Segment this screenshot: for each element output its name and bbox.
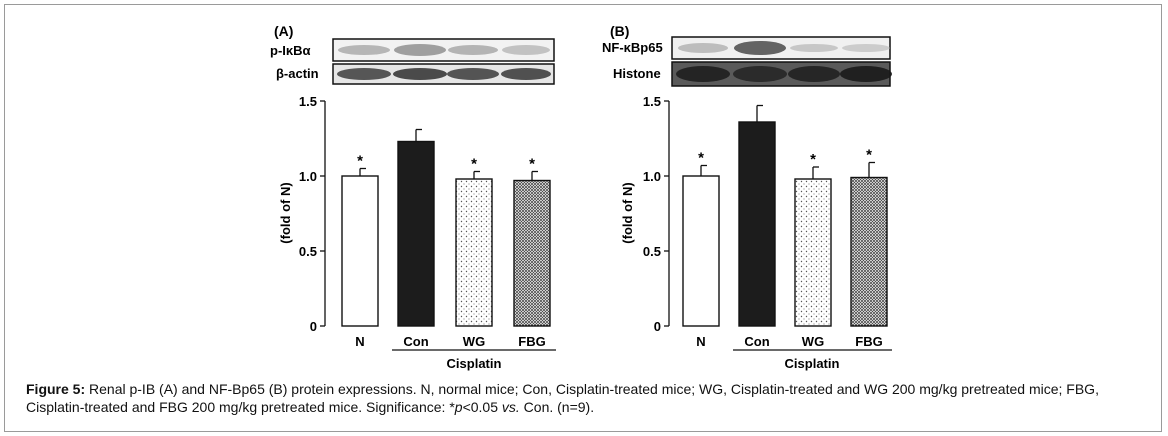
panel-a-blot-label-1: p-IκBα: [270, 43, 311, 58]
panel-a-blot-2: [332, 63, 555, 85]
panel-b-category-label: WG: [802, 334, 824, 349]
panel-a-category-label: WG: [463, 334, 485, 349]
panel-b-group-label: Cisplatin: [785, 356, 840, 371]
panel-b-blot-label-2: Histone: [613, 66, 661, 81]
panel-b-y-tick-label: 1.5: [643, 94, 661, 109]
panel-b-bar-wg: [794, 178, 832, 327]
panel-b-blot-label-1: NF-κBp65: [602, 40, 663, 55]
panel-b-significance-marker: *: [810, 151, 816, 168]
panel-a-y-tick-label: 0.5: [299, 244, 317, 259]
panel-b-significance-marker: *: [866, 147, 872, 164]
panel-b-y-label: (fold of N): [620, 182, 635, 243]
figure-frame: [4, 4, 1162, 432]
panel-a-category-label: N: [355, 334, 364, 349]
panel-b-bar-con: [738, 121, 776, 327]
caption-label: Figure 5:: [26, 381, 86, 397]
panel-a-y-tick-label: 1.0: [299, 169, 317, 184]
panel-a-significance-marker: *: [529, 156, 535, 173]
caption-p: p: [454, 399, 463, 415]
panel-b-y-tick-label: 1.0: [643, 169, 661, 184]
panel-b-bar-n: [682, 175, 720, 327]
panel-b-category-label: N: [696, 334, 705, 349]
panel-a-y-label: (fold of N): [278, 182, 293, 243]
panel-a-bar-n: [341, 175, 379, 327]
panel-a-bar-wg: [455, 178, 493, 327]
panel-b-blot-1: [671, 36, 891, 60]
panel-a-significance-marker: *: [357, 153, 363, 170]
panel-b-bar-fbg: [850, 176, 888, 327]
panel-a-bar-con: [397, 140, 435, 327]
panel-a-category-label: Con: [403, 334, 428, 349]
panel-a: (A) p-IκBα β-actin (fold of N) 0 0.5 1.0 1.…: [270, 23, 556, 371]
panel-a-y-tick-label: 1.5: [299, 94, 317, 109]
panel-b-y-tick-label: 0: [654, 319, 661, 334]
caption-text-3: Con. (n=9).: [519, 399, 595, 415]
panel-b-significance-marker: *: [698, 150, 704, 167]
panel-b-blot-2: [671, 61, 892, 87]
panel-a-group-label: Cisplatin: [447, 356, 502, 371]
figure-caption: Figure 5: Renal p-IB (A) and NF-Bp65 (B)…: [26, 380, 1146, 416]
panel-b-y-tick-label: 0.5: [643, 244, 661, 259]
panel-a-category-label: FBG: [518, 334, 545, 349]
panel-a-bar-fbg: [513, 179, 551, 327]
caption-text-2: <0.05: [462, 399, 502, 415]
panel-a-y-tick-label: 0: [310, 319, 317, 334]
panel-a-blot-1: [332, 38, 555, 62]
caption-text-1: Renal p-IB (A) and NF-Bp65 (B) protein e…: [26, 381, 1099, 415]
panel-b: (B) NF-κBp65 Histone (fold of N) 0 0.5 1.0…: [602, 23, 892, 371]
panel-a-significance-marker: *: [471, 156, 477, 173]
panel-a-blot-label-2: β-actin: [276, 66, 319, 81]
caption-vs: vs.: [501, 399, 520, 415]
panel-b-label: (B): [610, 23, 629, 39]
panel-a-label: (A): [274, 23, 293, 39]
panel-b-category-label: FBG: [855, 334, 882, 349]
panel-b-category-label: Con: [744, 334, 769, 349]
